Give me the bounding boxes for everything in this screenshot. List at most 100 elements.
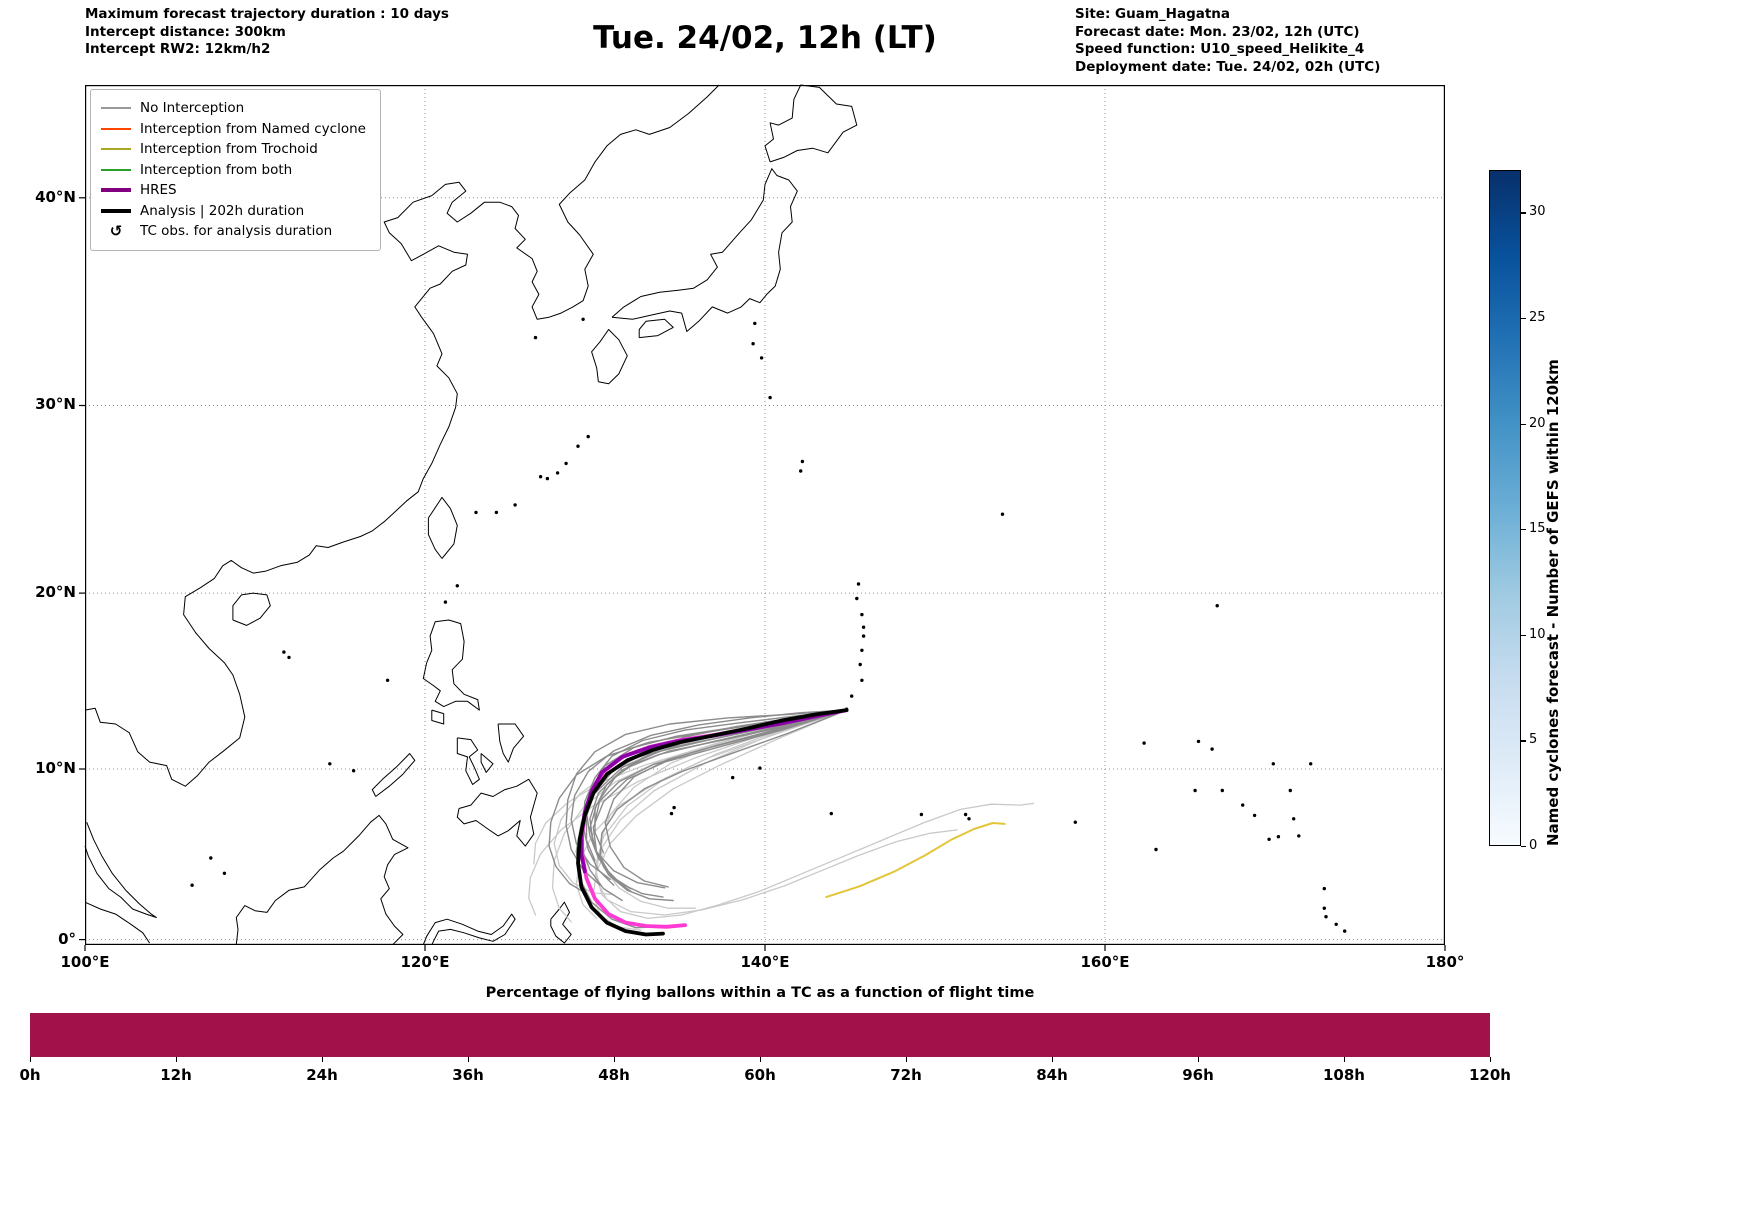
island-dot bbox=[1276, 835, 1281, 839]
coastline bbox=[422, 913, 516, 945]
bottom-x-tick-mark bbox=[1198, 1057, 1200, 1062]
bottom-x-tick-label: 36h bbox=[452, 1066, 484, 1084]
bottom-x-tick-mark bbox=[1344, 1057, 1346, 1062]
colorbar-tick-label: 30 bbox=[1529, 204, 1546, 220]
island-dot bbox=[385, 678, 390, 682]
coastline bbox=[550, 901, 572, 944]
legend-line-sample bbox=[101, 168, 131, 171]
island-dot bbox=[799, 469, 803, 473]
site-text: Site: Guam_Hagatna bbox=[1075, 6, 1231, 22]
lat-tick-label: 30°N bbox=[35, 395, 76, 414]
legend-item: ↺ TC obs. for analysis duration bbox=[101, 221, 366, 242]
colorbar-tick-mark bbox=[1521, 317, 1526, 320]
island-dot bbox=[731, 775, 735, 780]
legend-item: Analysis | 202h duration bbox=[101, 201, 366, 222]
island-dot bbox=[222, 871, 227, 875]
island-dot bbox=[282, 650, 286, 654]
trajectory-map bbox=[79, 84, 1446, 951]
colorbar-tick-label: 25 bbox=[1529, 309, 1546, 325]
island-dot bbox=[861, 634, 866, 638]
island-dot bbox=[1154, 847, 1158, 852]
island-dot bbox=[963, 812, 968, 817]
trajectory-lightgray bbox=[594, 709, 1035, 920]
colorbar-tick-mark bbox=[1521, 212, 1526, 214]
island-dot bbox=[1252, 813, 1257, 818]
colorbar-tick-label: 20 bbox=[1529, 415, 1546, 431]
coastline bbox=[480, 753, 494, 773]
coastline bbox=[371, 753, 416, 797]
island-dot bbox=[287, 655, 291, 660]
header-left: Maximum forecast trajectory duration : 1… bbox=[85, 6, 449, 59]
island-dot bbox=[1210, 747, 1214, 751]
map-frame bbox=[85, 85, 1446, 945]
island-dot bbox=[545, 476, 550, 481]
coastline bbox=[84, 84, 720, 787]
island-dot bbox=[1297, 834, 1301, 838]
lat-tick-label: 40°N bbox=[35, 187, 76, 206]
island-dot bbox=[494, 510, 499, 515]
island-dot bbox=[967, 817, 971, 821]
island-dot bbox=[1343, 929, 1347, 933]
lon-tick-label: 180° bbox=[1425, 953, 1465, 971]
island-dot bbox=[1193, 788, 1197, 793]
island-dot bbox=[858, 662, 862, 667]
island-dot bbox=[1271, 762, 1276, 766]
bottom-x-tick-label: 60h bbox=[744, 1066, 776, 1084]
island-dot bbox=[581, 317, 585, 321]
legend-item: HRES bbox=[101, 180, 366, 201]
island-dot bbox=[856, 582, 861, 586]
figure-title: Tue. 24/02, 12h (LT) bbox=[593, 20, 937, 56]
colorbar bbox=[1489, 170, 1521, 846]
island-dot bbox=[443, 600, 448, 604]
island-dot bbox=[672, 805, 676, 810]
island-dot bbox=[829, 811, 833, 816]
colorbar-tick-mark bbox=[1521, 529, 1526, 531]
lat-tick-label: 10°N bbox=[35, 759, 76, 777]
coastline bbox=[764, 84, 858, 163]
trajectory-yellow bbox=[825, 822, 1006, 899]
island-dot bbox=[1288, 788, 1293, 793]
island-dot bbox=[861, 625, 866, 629]
island-dot bbox=[455, 584, 459, 588]
island-dot bbox=[1196, 739, 1201, 744]
coastline bbox=[497, 723, 525, 763]
legend-label: Interception from Named cyclone bbox=[140, 120, 366, 137]
legend-line-sample bbox=[101, 208, 131, 213]
trajectory-gray bbox=[599, 709, 848, 892]
legend-label: TC obs. for analysis duration bbox=[140, 223, 333, 240]
header-right: Site: Guam_Hagatna Forecast date: Mon. 2… bbox=[1075, 6, 1380, 76]
coastline bbox=[456, 737, 480, 785]
coastline bbox=[84, 822, 157, 918]
coastline bbox=[427, 496, 458, 559]
island-dot bbox=[209, 856, 213, 860]
coastline bbox=[235, 814, 409, 946]
island-dot bbox=[800, 459, 805, 464]
island-dot bbox=[1322, 906, 1327, 910]
bottom-x-tick-mark bbox=[614, 1057, 616, 1062]
legend-label: Interception from both bbox=[140, 161, 293, 178]
speed-function-text: Speed function: U10_speed_Helikite_4 bbox=[1075, 41, 1365, 57]
legend-items: No Interception Interception from Named c… bbox=[101, 98, 366, 242]
island-dot bbox=[1334, 922, 1338, 926]
island-dot bbox=[860, 648, 864, 652]
island-dot bbox=[855, 596, 859, 601]
bottom-x-tick-label: 96h bbox=[1182, 1066, 1214, 1084]
coastline bbox=[591, 329, 628, 385]
bottom-x-tick-mark bbox=[760, 1057, 762, 1062]
island-dot bbox=[1000, 512, 1005, 516]
bottom-x-tick-mark bbox=[322, 1057, 324, 1062]
trajectory-gray bbox=[594, 709, 848, 854]
coastline bbox=[232, 592, 271, 626]
island-dot bbox=[1215, 604, 1219, 608]
bottom-x-tick-mark bbox=[1052, 1057, 1054, 1062]
island-dot bbox=[1292, 817, 1296, 821]
bottom-x-tick-label: 120h bbox=[1469, 1066, 1511, 1084]
coastline bbox=[456, 778, 538, 847]
coastline bbox=[84, 901, 151, 944]
island-dot bbox=[759, 356, 764, 360]
bottom-x-tick-label: 108h bbox=[1323, 1066, 1365, 1084]
island-dot bbox=[1322, 886, 1327, 891]
island-dot bbox=[564, 461, 568, 466]
island-dot bbox=[850, 694, 854, 698]
island-dot bbox=[586, 434, 590, 439]
